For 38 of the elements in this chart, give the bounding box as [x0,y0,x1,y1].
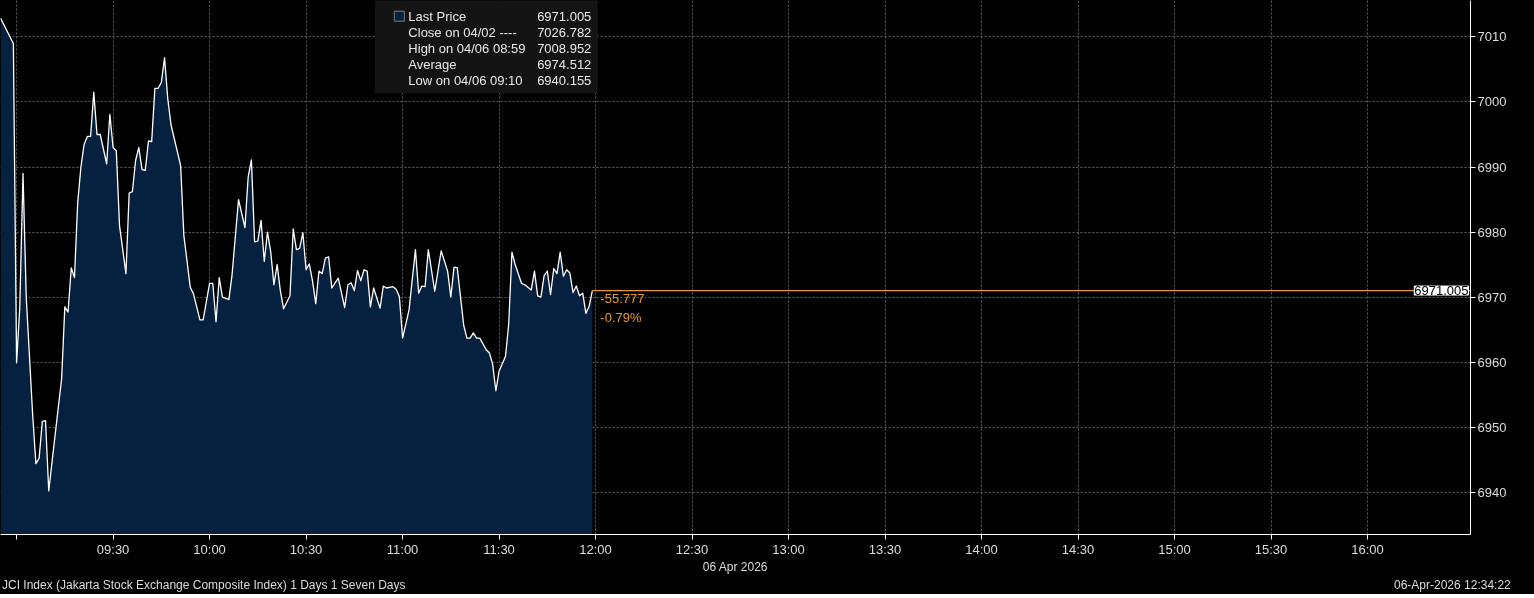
x-axis-title: 06 Apr 2026 [702,559,768,574]
annotation: -55.777 [600,290,645,306]
x-tick-label: 14:00 [965,541,998,557]
annotation: High on 04/06 08:59 [408,41,526,56]
x-tick-label: 15:30 [1254,541,1288,557]
annotation: Close on 04/02 ---- [408,25,517,40]
annotation: Average [408,57,457,72]
y-tick-label: 6950 [1477,419,1507,435]
x-tick-label: 12:30 [675,541,709,557]
y-tick-label: 6960 [1477,354,1507,370]
legend-label: Last Price [408,9,467,24]
x-tick-label: 13:30 [868,541,902,557]
text: 06-Apr-2026 12:34:22 [1394,577,1511,594]
annotation: 7008.952 [537,41,592,56]
x-tick-label: 09:30 [96,541,130,557]
annotation: -0.79% [600,309,642,325]
annotation: Low on 04/06 09:10 [408,73,523,88]
annotation: 6940.155 [537,73,592,88]
annotation: 6974.512 [537,57,592,72]
x-tick-label: 16:00 [1351,541,1384,557]
text: JCI Index (Jakarta Stock Exchange Composite Index) 1 Days 1 Seven Days [2,577,406,594]
x-tick-label: 11:30 [483,541,515,557]
annotation: 6971.005 [537,9,592,24]
x-tick-label: 14:30 [1061,541,1095,557]
y-tick-label: 6970 [1477,289,1507,305]
y-tick-label: 6940 [1477,484,1507,500]
x-tick-label: 13:00 [772,541,805,557]
x-tick-label: 11:00 [386,541,419,557]
y-tick-label: 7000 [1477,94,1507,110]
y-tick-label: 6990 [1477,159,1507,175]
x-tick-label: 12:00 [579,541,612,557]
y-tick-label: 7010 [1477,29,1507,45]
annotation: 7026.782 [537,25,592,40]
ref-line-label: 6971.005 [1414,283,1469,299]
y-tick-label: 6980 [1477,224,1507,240]
x-tick-label: 10:00 [193,541,226,557]
x-tick-label: 10:30 [289,541,323,557]
x-tick-label: 15:00 [1158,541,1191,557]
